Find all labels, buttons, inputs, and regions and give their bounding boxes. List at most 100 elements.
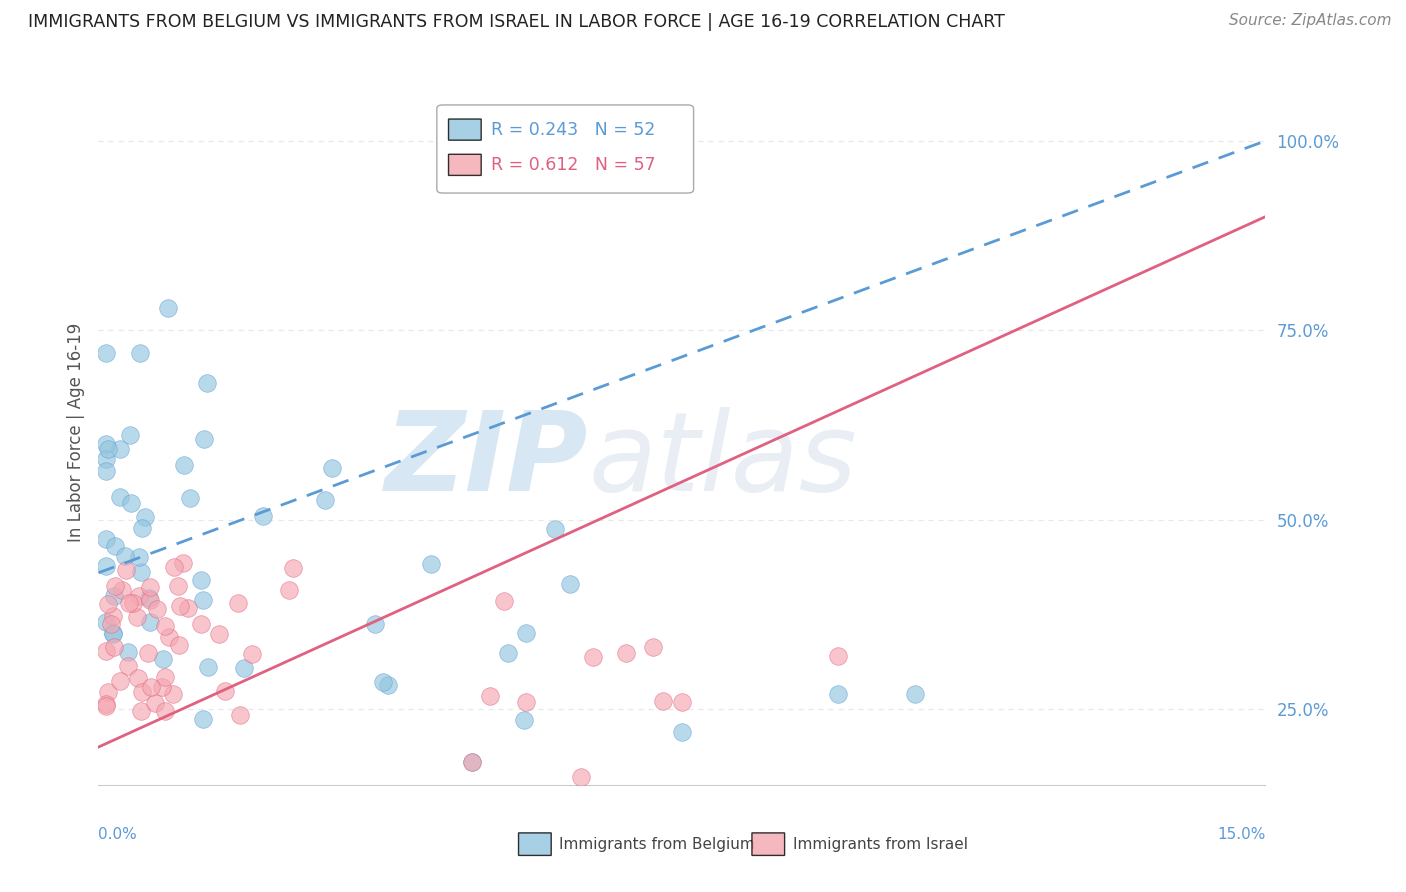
- Point: [122, 596, 145, 610]
- Point: [104, 539, 127, 553]
- Point: [179, 491, 201, 505]
- Point: [827, 687, 849, 701]
- Point: [461, 756, 484, 770]
- Point: [419, 557, 441, 571]
- Point: [281, 560, 304, 574]
- Point: [163, 560, 186, 574]
- Point: [671, 725, 693, 739]
- Point: [558, 577, 581, 591]
- Point: [128, 550, 150, 565]
- Point: [582, 650, 605, 665]
- Point: [117, 645, 139, 659]
- Point: [190, 616, 212, 631]
- Point: [97, 442, 120, 456]
- Point: [827, 649, 849, 664]
- Point: [129, 565, 152, 579]
- Point: [139, 680, 162, 694]
- Y-axis label: In Labor Force | Age 16-19: In Labor Force | Age 16-19: [66, 323, 84, 542]
- Point: [139, 593, 162, 607]
- Text: 15.0%: 15.0%: [1218, 827, 1265, 842]
- Point: [143, 696, 166, 710]
- Point: [162, 687, 184, 701]
- Point: [129, 346, 152, 360]
- Point: [103, 625, 125, 640]
- Point: [461, 756, 484, 770]
- Point: [96, 615, 118, 629]
- Point: [115, 564, 138, 578]
- Point: [214, 683, 236, 698]
- Point: [134, 510, 156, 524]
- Point: [904, 687, 927, 701]
- Point: [191, 593, 214, 607]
- Text: 0.0%: 0.0%: [98, 827, 138, 842]
- Point: [173, 458, 195, 472]
- FancyBboxPatch shape: [437, 105, 693, 193]
- Point: [110, 442, 132, 457]
- Point: [96, 436, 118, 450]
- Point: [229, 707, 252, 722]
- Text: ZIP: ZIP: [385, 408, 589, 515]
- Point: [96, 559, 118, 574]
- Point: [156, 301, 179, 315]
- Point: [167, 579, 190, 593]
- FancyBboxPatch shape: [449, 154, 481, 176]
- Text: Source: ZipAtlas.com: Source: ZipAtlas.com: [1229, 13, 1392, 29]
- Point: [100, 617, 122, 632]
- Point: [191, 712, 214, 726]
- Point: [103, 627, 125, 641]
- Point: [193, 432, 215, 446]
- Text: Immigrants from Israel: Immigrants from Israel: [793, 837, 967, 852]
- Point: [513, 713, 536, 727]
- Point: [197, 660, 219, 674]
- Point: [177, 600, 200, 615]
- Point: [129, 704, 152, 718]
- Point: [96, 644, 118, 658]
- Text: R = 0.612   N = 57: R = 0.612 N = 57: [491, 156, 655, 174]
- Point: [173, 557, 195, 571]
- Point: [232, 661, 254, 675]
- Point: [138, 591, 160, 605]
- Point: [314, 493, 336, 508]
- Point: [96, 697, 118, 711]
- Point: [146, 602, 169, 616]
- Point: [614, 646, 637, 660]
- Point: [150, 680, 173, 694]
- Point: [321, 461, 343, 475]
- Point: [118, 427, 141, 442]
- Point: [118, 596, 141, 610]
- Point: [108, 490, 131, 504]
- Point: [138, 646, 160, 660]
- Point: [496, 646, 519, 660]
- Point: [479, 689, 502, 703]
- Point: [101, 609, 124, 624]
- FancyBboxPatch shape: [752, 833, 785, 855]
- Point: [544, 522, 567, 536]
- Point: [278, 583, 301, 598]
- Point: [117, 659, 139, 673]
- Point: [167, 638, 190, 652]
- Point: [139, 580, 162, 594]
- Point: [131, 684, 153, 698]
- Point: [240, 647, 263, 661]
- Point: [152, 652, 174, 666]
- Point: [103, 589, 125, 603]
- Point: [169, 599, 191, 613]
- Text: R = 0.243   N = 52: R = 0.243 N = 52: [491, 120, 655, 138]
- Point: [373, 675, 395, 690]
- Point: [671, 695, 693, 709]
- Point: [364, 616, 387, 631]
- Text: Immigrants from Belgium: Immigrants from Belgium: [560, 837, 755, 852]
- Point: [569, 771, 592, 785]
- Point: [252, 508, 274, 523]
- Point: [127, 671, 149, 685]
- Point: [651, 694, 673, 708]
- Point: [125, 610, 148, 624]
- Point: [515, 626, 537, 640]
- Point: [139, 615, 162, 629]
- Point: [103, 640, 125, 654]
- Point: [377, 678, 399, 692]
- Point: [97, 597, 120, 611]
- Point: [208, 626, 231, 640]
- Point: [114, 549, 136, 563]
- Text: atlas: atlas: [589, 408, 858, 515]
